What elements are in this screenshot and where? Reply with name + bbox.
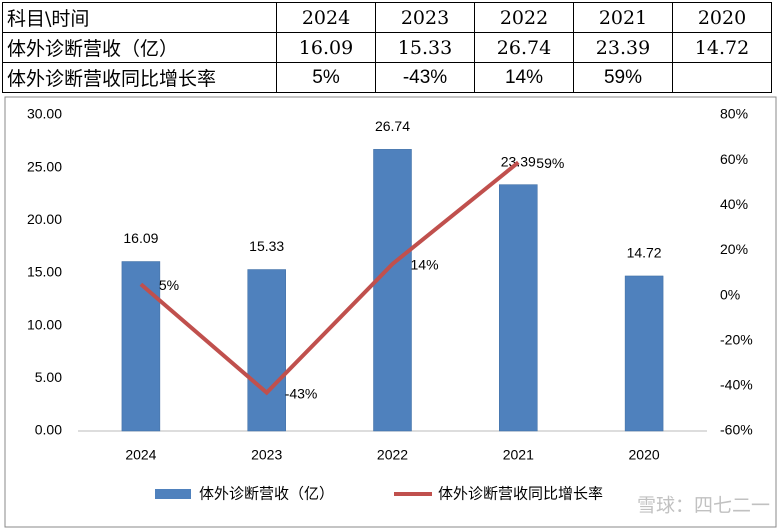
x-tick-label: 2021 [503,447,534,463]
legend-swatch [155,489,191,499]
table-cell: 16.09 [276,32,376,63]
table-cell: 体外诊断营收（亿） [2,32,277,63]
x-tick-label: 2022 [377,447,408,463]
table-cell: 2020 [672,2,772,33]
y-tick-label: 25.00 [27,158,62,174]
x-tick-label: 2020 [629,447,660,463]
table-cell: -43% [375,62,475,93]
line-value-label: 14% [411,257,439,273]
line-value-label: -43% [285,385,318,401]
legend-label: 体外诊断营收（亿） [199,485,334,503]
data-table: 科目\时间 2024 2023 2022 2021 2020 体外诊断营收（亿） 16.09 1… [2,2,772,93]
y-tick-label: 20.00 [27,211,62,227]
chart: 0.00 5.00 10.00 15.00 20.00 25.00 30.00 -60% -40… [4,96,777,528]
y-tick-label: 30.00 [27,106,62,122]
watermark: 雪球：四七二一 [637,495,770,517]
bar-value-label: 14.72 [627,245,662,261]
table-cell [672,62,772,93]
table-cell: 5% [276,62,376,93]
table-cell: 2024 [276,2,376,33]
table-cell: 26.74 [474,32,574,63]
line [139,160,520,396]
x-tick-label: 2023 [251,447,282,463]
bar-value-label: 16.09 [123,230,158,246]
table-row: 体外诊断营收同比增长率 5% -43% 14% 59% [2,62,772,93]
y2-tick-label: 40% [720,196,748,212]
bar [121,261,161,432]
y-tick-label: 0.00 [35,422,62,438]
table-cell: 15.33 [375,32,475,63]
y-tick-label: 15.00 [27,264,62,280]
table-cell: 2023 [375,2,475,33]
bar-value-label: 15.33 [249,238,284,254]
chart-frame [4,96,777,528]
table-cell: 2022 [474,2,574,33]
line-value-label: 59% [536,155,564,171]
table-cell: 体外诊断营收同比增长率 [2,62,277,93]
legend-label: 体外诊断营收同比增长率 [438,485,603,503]
y2-tick-label: 60% [720,151,748,167]
y2-tick-label: 80% [720,106,748,122]
table-row: 体外诊断营收（亿） 16.09 15.33 26.74 23.39 14.72 [2,32,772,63]
bar-value-label: 23.39 [501,153,536,169]
y2-tick-label: -60% [720,422,753,438]
table-cell: 59% [573,62,673,93]
y2-tick-label: -40% [720,377,753,393]
table-row: 科目\时间 2024 2023 2022 2021 2020 [2,2,772,33]
bar [247,269,286,432]
table-cell: 14.72 [672,32,772,63]
table-cell: 23.39 [573,32,673,63]
y2-tick-label: 20% [720,241,748,257]
line-value-label: 5% [159,277,179,293]
table-cell: 14% [474,62,574,93]
y2-tick-label: 0% [720,286,740,302]
y-tick-label: 10.00 [27,316,62,332]
y-tick-label: 5.00 [35,369,62,385]
bar [373,149,412,432]
bar [499,184,538,432]
bar-value-label: 26.74 [375,118,410,134]
table-cell: 科目\时间 [2,2,277,33]
table-cell: 2021 [573,2,673,33]
y2-tick-label: -20% [720,331,753,347]
bar [624,275,664,432]
x-tick-label: 2024 [125,447,156,463]
